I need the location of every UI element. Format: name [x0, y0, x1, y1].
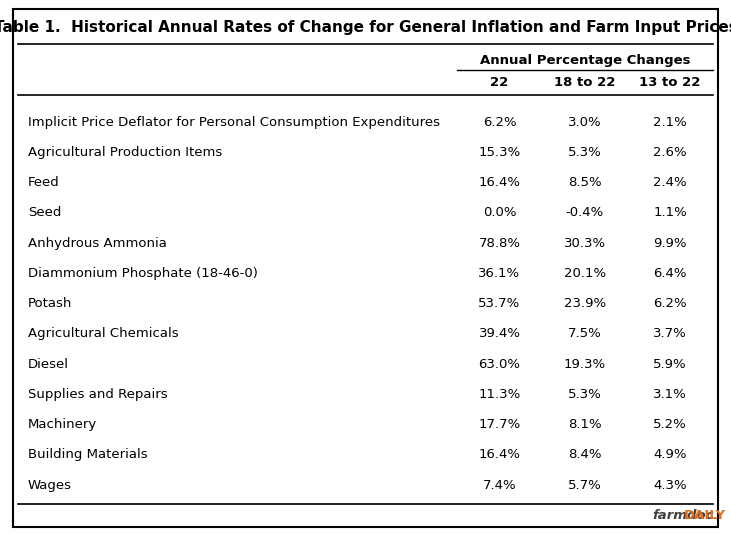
Text: 6.2%: 6.2% [654, 297, 687, 310]
Text: Seed: Seed [28, 207, 61, 219]
Text: 20.1%: 20.1% [564, 267, 606, 280]
Text: 78.8%: 78.8% [479, 236, 520, 250]
Text: 63.0%: 63.0% [479, 357, 520, 371]
Text: 9.9%: 9.9% [654, 236, 687, 250]
Text: Machinery: Machinery [28, 418, 97, 431]
Text: Building Materials: Building Materials [28, 448, 148, 461]
Text: 22: 22 [491, 77, 509, 89]
Text: 39.4%: 39.4% [479, 327, 520, 340]
Text: Agricultural Chemicals: Agricultural Chemicals [28, 327, 178, 340]
Text: farmdoc: farmdoc [653, 509, 714, 522]
Text: 0.0%: 0.0% [482, 207, 516, 219]
Text: 5.3%: 5.3% [568, 146, 602, 159]
Text: 8.1%: 8.1% [568, 418, 602, 431]
Text: 53.7%: 53.7% [478, 297, 520, 310]
Text: 15.3%: 15.3% [478, 146, 520, 159]
FancyBboxPatch shape [13, 9, 718, 527]
Text: Table 1.  Historical Annual Rates of Change for General Inflation and Farm Input: Table 1. Historical Annual Rates of Chan… [0, 20, 731, 35]
Text: 16.4%: 16.4% [479, 176, 520, 189]
Text: Feed: Feed [28, 176, 59, 189]
Text: 3.1%: 3.1% [654, 388, 687, 401]
Text: Potash: Potash [28, 297, 72, 310]
Text: Anhydrous Ammonia: Anhydrous Ammonia [28, 236, 167, 250]
Text: Wages: Wages [28, 479, 72, 492]
Text: 2.4%: 2.4% [654, 176, 687, 189]
Text: 2.1%: 2.1% [654, 116, 687, 128]
Text: 5.9%: 5.9% [654, 357, 687, 371]
Text: 1.1%: 1.1% [654, 207, 687, 219]
Text: 5.2%: 5.2% [654, 418, 687, 431]
Text: 18 to 22: 18 to 22 [554, 77, 616, 89]
Text: 36.1%: 36.1% [479, 267, 520, 280]
Text: Implicit Price Deflator for Personal Consumption Expenditures: Implicit Price Deflator for Personal Con… [28, 116, 440, 128]
Text: Agricultural Production Items: Agricultural Production Items [28, 146, 222, 159]
Text: 23.9%: 23.9% [564, 297, 606, 310]
Text: 5.3%: 5.3% [568, 388, 602, 401]
Text: 30.3%: 30.3% [564, 236, 606, 250]
Text: 4.9%: 4.9% [654, 448, 687, 461]
Text: DAILY: DAILY [683, 509, 726, 522]
Text: Annual Percentage Changes: Annual Percentage Changes [480, 54, 690, 67]
Text: 6.4%: 6.4% [654, 267, 687, 280]
Text: 16.4%: 16.4% [479, 448, 520, 461]
Text: 7.5%: 7.5% [568, 327, 602, 340]
Text: Diesel: Diesel [28, 357, 69, 371]
Text: 4.3%: 4.3% [654, 479, 687, 492]
Text: 3.7%: 3.7% [654, 327, 687, 340]
Text: 7.4%: 7.4% [482, 479, 516, 492]
Text: Supplies and Repairs: Supplies and Repairs [28, 388, 167, 401]
Text: 5.7%: 5.7% [568, 479, 602, 492]
Text: 13 to 22: 13 to 22 [640, 77, 701, 89]
Text: 2.6%: 2.6% [654, 146, 687, 159]
Text: -0.4%: -0.4% [566, 207, 604, 219]
Text: 6.2%: 6.2% [482, 116, 516, 128]
Text: 19.3%: 19.3% [564, 357, 606, 371]
Text: 11.3%: 11.3% [478, 388, 520, 401]
Text: 8.4%: 8.4% [568, 448, 602, 461]
Text: 8.5%: 8.5% [568, 176, 602, 189]
Text: 3.0%: 3.0% [568, 116, 602, 128]
Text: 17.7%: 17.7% [478, 418, 520, 431]
Text: Diammonium Phosphate (18-46-0): Diammonium Phosphate (18-46-0) [28, 267, 257, 280]
